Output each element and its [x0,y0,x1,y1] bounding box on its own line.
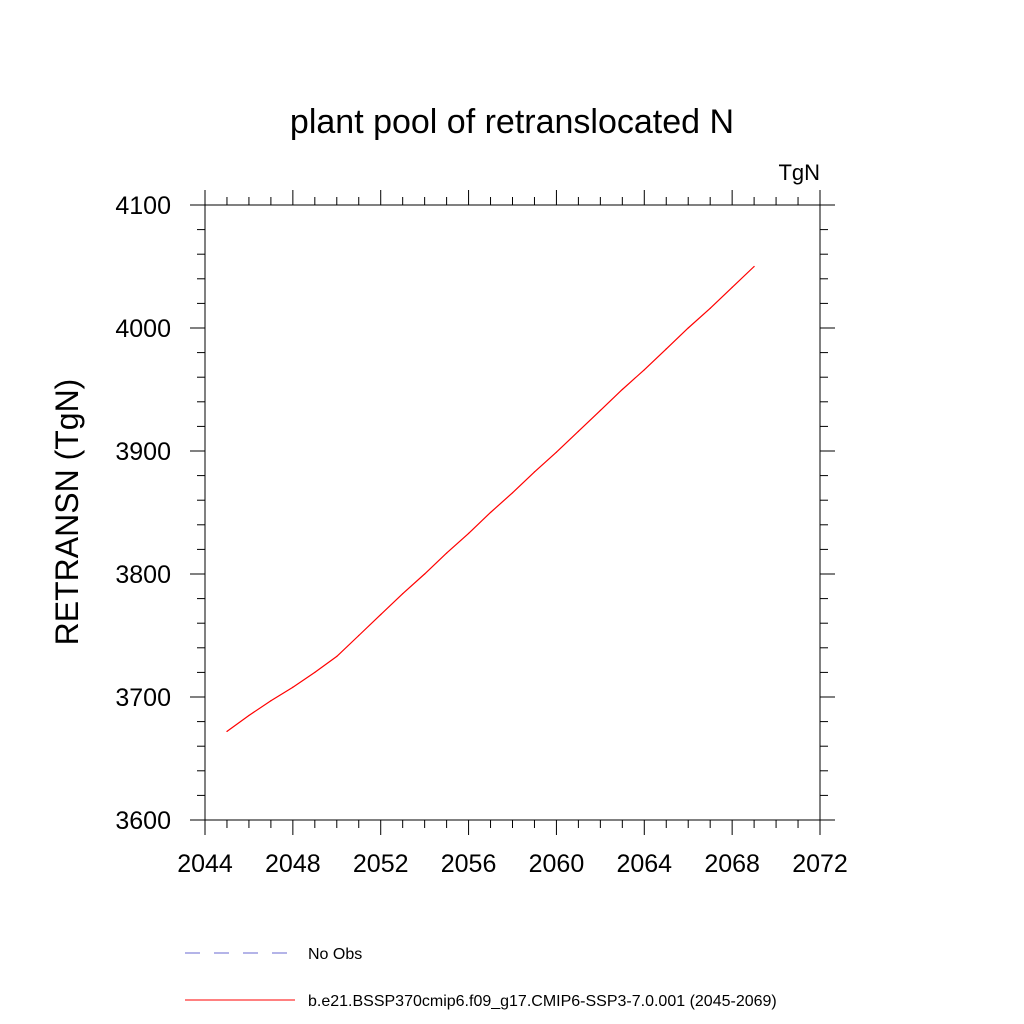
data-point [446,552,448,554]
x-tick-label: 2048 [265,850,321,878]
data-point [270,700,272,702]
y-tick-label: 3800 [115,561,171,589]
data-point [380,613,382,616]
data-point [709,307,711,309]
data-point [402,593,404,595]
chart-title: plant pool of retranslocated N [290,103,734,141]
x-tick-label: 2052 [353,850,409,878]
series-line-1 [226,266,755,732]
x-tick-label: 2056 [441,850,497,878]
data-point [599,409,601,412]
data-point [292,686,294,688]
data-point [665,348,667,350]
data-point [687,327,689,329]
data-point [577,430,579,432]
y-tick-label: 3900 [115,438,171,466]
data-point [621,388,623,391]
data-point [248,714,250,717]
legend-label: b.e21.BSSP370cmip6.f09_g17.CMIP6-SSP3-7.… [308,993,777,1010]
data-point [467,532,470,535]
y-axis-label: RETRANSN (TgN) [49,379,85,646]
data-point [489,511,492,514]
data-point [336,655,338,658]
data-point [511,492,514,494]
data-point [226,730,228,733]
plot-frame [204,204,821,821]
y-tick-label: 3700 [115,684,171,712]
x-tick-label: 2072 [792,850,848,878]
data-point [753,265,755,268]
data-point [533,471,536,473]
x-tick-label: 2068 [704,850,760,878]
data-point [424,573,426,575]
x-tick-label: 2060 [529,850,585,878]
data-point [314,671,316,674]
legend: No Obs b.e21.BSSP370cmip6.f09_g17.CMIP6-S… [185,946,777,1010]
units-label: TgN [778,160,820,185]
x-tick-label: 2064 [616,850,672,878]
data-point [555,451,558,453]
y-tick-label: 4000 [115,315,171,343]
data-point [358,634,360,637]
legend-label: No Obs [308,946,362,963]
y-tick-label: 4100 [115,192,171,220]
x-tick-label: 2044 [177,850,233,878]
data-point [643,369,645,371]
data-point [731,286,733,289]
y-tick-label: 3600 [115,807,171,835]
plot-area: 2044 2048 2052 2056 2060 2064 2068 2072 3600 3700… [115,190,848,878]
